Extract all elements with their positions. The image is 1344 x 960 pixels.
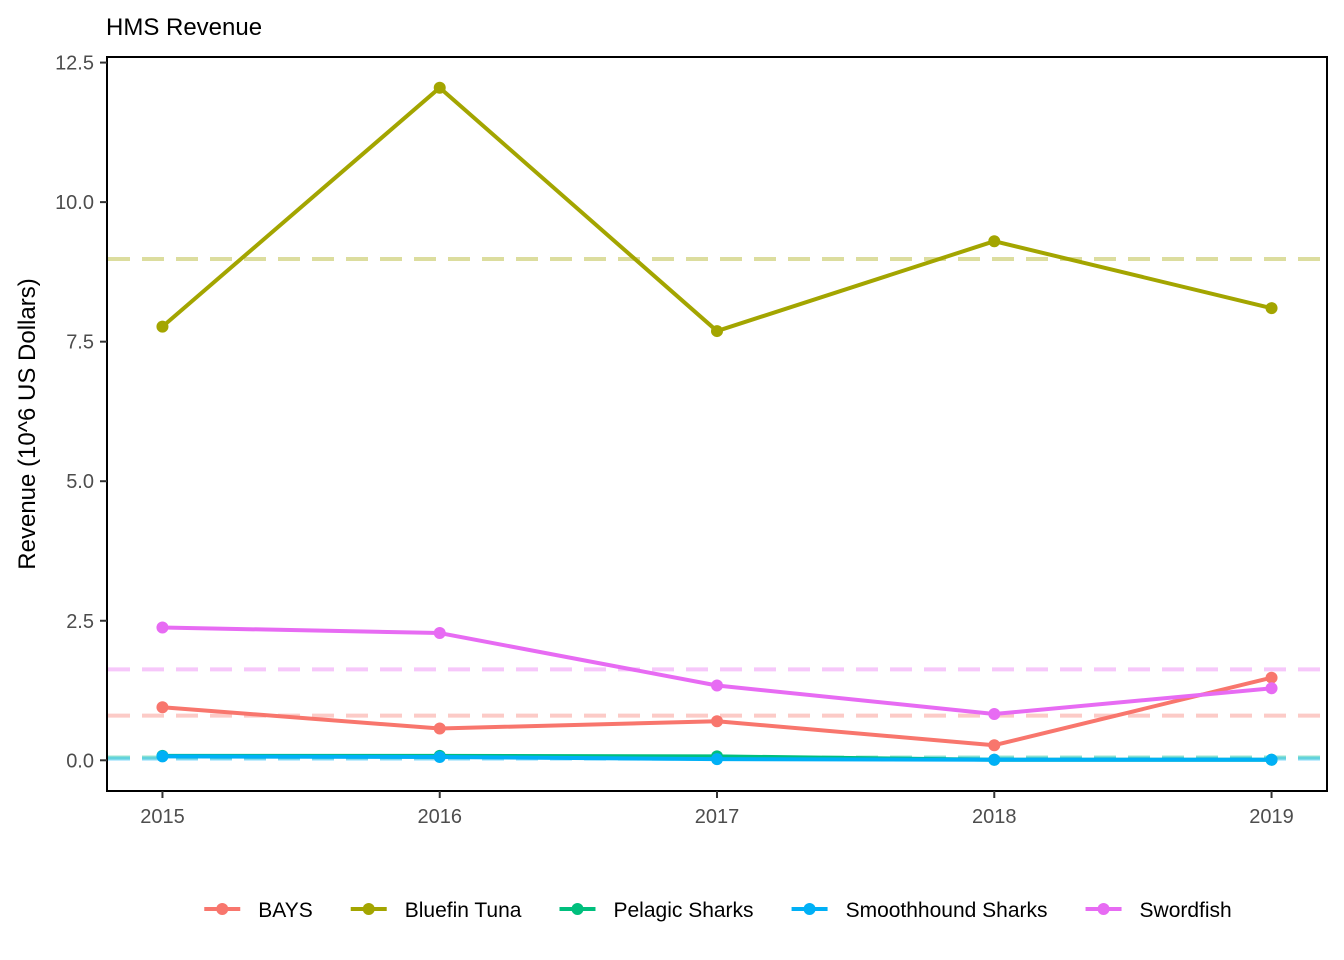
legend-key-point <box>1097 903 1110 915</box>
data-point-1-1 <box>433 81 446 94</box>
data-point-0-2 <box>711 715 723 728</box>
x-tick-label: 2016 <box>417 806 462 828</box>
chart-title: HMS Revenue <box>106 14 262 41</box>
y-tick-label: 10.0 <box>55 192 94 214</box>
data-point-3-0 <box>156 750 169 763</box>
data-point-4-1 <box>433 627 446 640</box>
data-point-4-0 <box>156 621 169 634</box>
data-point-0-0 <box>156 701 169 714</box>
data-point-3-3 <box>988 753 1001 766</box>
y-tick-label: 2.5 <box>66 611 94 633</box>
legend-label: Swordfish <box>1140 899 1232 922</box>
y-axis-label: Revenue (10^6 US Dollars) <box>14 278 41 569</box>
data-point-4-3 <box>988 707 1001 720</box>
data-point-1-3 <box>988 235 1001 248</box>
legend: BAYS Bluefin Tuna Pelagic Sharks Smoothhoun… <box>204 899 1232 922</box>
series-line-1 <box>160 85 1274 334</box>
data-point-0-1 <box>433 722 446 735</box>
data-point-4-2 <box>711 679 723 692</box>
y-tick-label: 5.0 <box>66 471 94 493</box>
legend-item-1: Bluefin Tuna <box>350 899 522 922</box>
legend-label: Smoothhound Sharks <box>846 899 1048 922</box>
data-point-3-4 <box>1265 753 1278 766</box>
data-point-0-3 <box>988 739 1001 752</box>
x-axis: 2015 2016 2017 2018 2019 <box>140 791 1294 828</box>
series-lines <box>156 81 1278 766</box>
data-point-1-0 <box>156 320 169 333</box>
y-axis: 0.0 2.5 5.0 7.5 10.0 12.5 <box>55 53 107 772</box>
x-tick-label: 2015 <box>140 806 185 828</box>
y-tick-label: 12.5 <box>55 53 94 75</box>
x-tick-label: 2017 <box>695 806 740 828</box>
legend-item-4: Swordfish <box>1085 899 1232 922</box>
data-point-0-4 <box>1265 671 1278 684</box>
legend-item-0: BAYS <box>204 899 313 922</box>
data-point-3-2 <box>711 753 723 766</box>
legend-label: BAYS <box>258 899 312 922</box>
legend-key-point <box>362 903 375 915</box>
legend-label: Bluefin Tuna <box>405 899 522 922</box>
legend-key-point <box>803 903 816 915</box>
legend-item-3: Smoothhound Sharks <box>791 899 1048 922</box>
data-point-3-1 <box>433 750 446 763</box>
legend-key-point <box>216 903 229 915</box>
y-tick-label: 0.0 <box>66 750 94 772</box>
data-point-1-4 <box>1265 302 1278 315</box>
legend-key-point <box>571 903 584 915</box>
x-tick-label: 2018 <box>972 806 1017 828</box>
legend-item-2: Pelagic Sharks <box>559 899 754 922</box>
y-tick-label: 7.5 <box>66 332 94 354</box>
data-point-4-4 <box>1265 682 1278 695</box>
x-tick-label: 2019 <box>1249 806 1294 828</box>
data-point-1-2 <box>711 325 723 338</box>
legend-label: Pelagic Sharks <box>613 899 753 922</box>
